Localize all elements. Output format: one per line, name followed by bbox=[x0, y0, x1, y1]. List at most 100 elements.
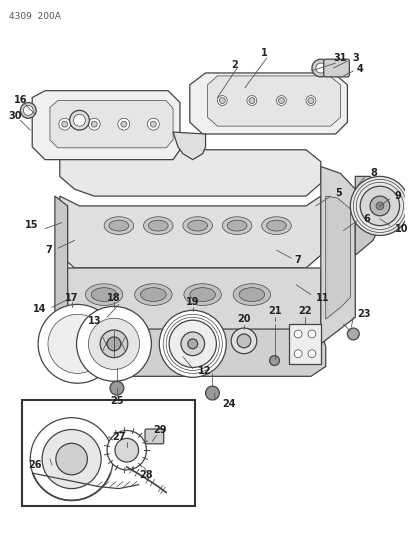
Polygon shape bbox=[325, 196, 350, 319]
Text: 1: 1 bbox=[261, 49, 267, 58]
Circle shape bbox=[219, 98, 225, 103]
Circle shape bbox=[369, 196, 389, 216]
Circle shape bbox=[159, 310, 226, 377]
Ellipse shape bbox=[134, 284, 172, 305]
Polygon shape bbox=[207, 76, 340, 126]
Text: 3: 3 bbox=[351, 53, 358, 63]
FancyBboxPatch shape bbox=[145, 429, 163, 444]
Text: 13: 13 bbox=[88, 316, 101, 326]
Circle shape bbox=[217, 95, 227, 106]
Text: 7: 7 bbox=[45, 245, 52, 255]
Circle shape bbox=[169, 320, 216, 367]
Ellipse shape bbox=[184, 284, 221, 305]
Circle shape bbox=[307, 350, 315, 358]
Circle shape bbox=[121, 121, 126, 127]
Ellipse shape bbox=[140, 288, 166, 302]
Circle shape bbox=[56, 443, 87, 475]
Text: 28: 28 bbox=[139, 470, 153, 480]
Bar bbox=[22, 400, 194, 506]
Polygon shape bbox=[50, 101, 173, 148]
Circle shape bbox=[305, 95, 315, 106]
Text: 31: 31 bbox=[333, 53, 346, 63]
Circle shape bbox=[205, 386, 219, 400]
Ellipse shape bbox=[104, 217, 133, 235]
Polygon shape bbox=[60, 268, 320, 341]
Text: 29: 29 bbox=[153, 424, 166, 434]
Circle shape bbox=[315, 63, 325, 73]
Text: 15: 15 bbox=[25, 220, 38, 230]
Text: 16: 16 bbox=[13, 94, 27, 104]
Circle shape bbox=[147, 118, 159, 130]
Circle shape bbox=[307, 98, 313, 103]
Circle shape bbox=[294, 330, 301, 338]
Circle shape bbox=[30, 418, 113, 500]
Text: 5: 5 bbox=[335, 188, 342, 198]
Circle shape bbox=[236, 334, 250, 348]
Ellipse shape bbox=[182, 217, 212, 235]
Polygon shape bbox=[320, 166, 355, 344]
Text: 18: 18 bbox=[107, 293, 121, 303]
Polygon shape bbox=[32, 91, 180, 159]
Circle shape bbox=[350, 176, 409, 236]
Circle shape bbox=[76, 306, 151, 381]
Text: 23: 23 bbox=[356, 309, 370, 319]
Text: 19: 19 bbox=[186, 297, 199, 308]
Text: 11: 11 bbox=[315, 293, 328, 303]
Circle shape bbox=[110, 381, 124, 395]
Circle shape bbox=[107, 337, 121, 351]
Polygon shape bbox=[173, 132, 205, 159]
Ellipse shape bbox=[187, 220, 207, 231]
Circle shape bbox=[311, 59, 329, 77]
Circle shape bbox=[180, 332, 204, 356]
Text: 9: 9 bbox=[394, 191, 400, 201]
Polygon shape bbox=[289, 324, 320, 364]
Text: 24: 24 bbox=[222, 399, 235, 409]
Circle shape bbox=[88, 318, 139, 369]
Text: 21: 21 bbox=[267, 306, 281, 316]
Polygon shape bbox=[60, 150, 320, 196]
Circle shape bbox=[100, 330, 128, 358]
Circle shape bbox=[38, 304, 117, 383]
Ellipse shape bbox=[189, 288, 215, 302]
Circle shape bbox=[73, 114, 85, 126]
Ellipse shape bbox=[109, 220, 128, 231]
Text: 7: 7 bbox=[294, 255, 300, 265]
Circle shape bbox=[294, 350, 301, 358]
Circle shape bbox=[70, 110, 89, 130]
Text: 2: 2 bbox=[231, 60, 238, 70]
Circle shape bbox=[88, 118, 100, 130]
Text: 20: 20 bbox=[237, 314, 250, 324]
Circle shape bbox=[187, 339, 197, 349]
Circle shape bbox=[246, 95, 256, 106]
Text: 25: 25 bbox=[110, 396, 124, 406]
Circle shape bbox=[346, 328, 358, 340]
FancyBboxPatch shape bbox=[323, 59, 348, 77]
Ellipse shape bbox=[266, 220, 285, 231]
Ellipse shape bbox=[233, 284, 270, 305]
Ellipse shape bbox=[148, 220, 168, 231]
Text: 8: 8 bbox=[369, 168, 376, 179]
Ellipse shape bbox=[222, 217, 251, 235]
Circle shape bbox=[276, 95, 285, 106]
Circle shape bbox=[20, 102, 36, 118]
Text: 26: 26 bbox=[28, 460, 42, 470]
Circle shape bbox=[58, 118, 70, 130]
Circle shape bbox=[118, 118, 129, 130]
Circle shape bbox=[48, 314, 107, 374]
Circle shape bbox=[278, 98, 284, 103]
Text: 27: 27 bbox=[112, 432, 125, 442]
Polygon shape bbox=[55, 196, 67, 376]
Text: 10: 10 bbox=[394, 223, 407, 233]
Circle shape bbox=[231, 328, 256, 354]
Polygon shape bbox=[355, 176, 379, 255]
Text: 4309  200A: 4309 200A bbox=[9, 12, 60, 21]
Circle shape bbox=[307, 330, 315, 338]
Circle shape bbox=[375, 202, 383, 210]
Text: 12: 12 bbox=[197, 366, 211, 376]
Ellipse shape bbox=[261, 217, 290, 235]
Polygon shape bbox=[189, 73, 346, 134]
Circle shape bbox=[115, 438, 138, 462]
Circle shape bbox=[150, 121, 156, 127]
Ellipse shape bbox=[91, 288, 117, 302]
Circle shape bbox=[360, 186, 399, 225]
